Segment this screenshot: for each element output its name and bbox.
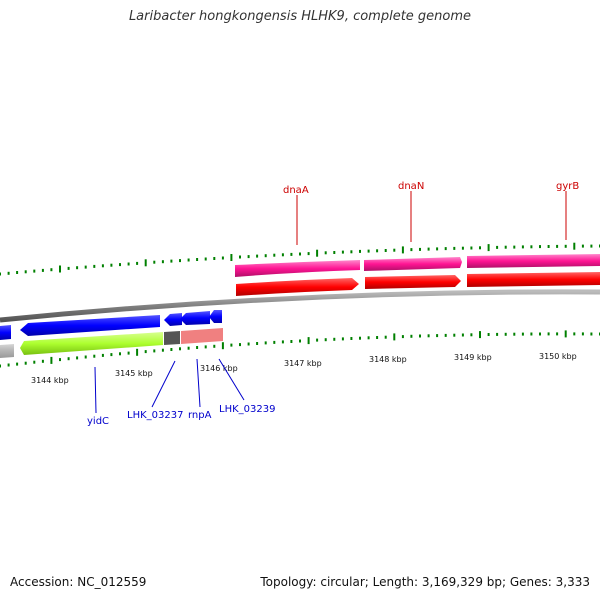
label-dnaN[interactable]: dnaN xyxy=(398,181,424,192)
kbp-label-3146: 3146 kbp xyxy=(200,364,238,373)
genome-backbone xyxy=(0,289,600,323)
reverse-cds-2 xyxy=(164,331,180,345)
reverse-gene-5 xyxy=(209,310,222,323)
kbp-label-3148: 3148 kbp xyxy=(369,355,407,364)
accession-text: Accession: NC_012559 xyxy=(10,575,147,589)
label-dnaA[interactable]: dnaA xyxy=(283,185,309,196)
kbp-label-3149: 3149 kbp xyxy=(454,353,492,362)
reverse-gene-track xyxy=(0,310,222,340)
kbp-label-3150: 3150 kbp xyxy=(539,352,577,361)
forward-cds-3 xyxy=(467,254,600,268)
reverse-feature-labels: yidC LHK_03237 rnpA LHK_03239 xyxy=(87,358,275,427)
forward-cds-track xyxy=(235,254,600,277)
forward-gene-2 xyxy=(365,275,461,289)
forward-cds-2 xyxy=(364,257,462,271)
label-LHK_03237[interactable]: LHK_03237 xyxy=(127,410,183,421)
outer-ticks xyxy=(0,242,600,276)
forward-gene-3 xyxy=(467,272,600,287)
genome-summary-text: Topology: circular; Length: 3,169,329 bp… xyxy=(260,575,590,589)
reverse-gene-3 xyxy=(164,313,182,326)
kbp-label-3147: 3147 kbp xyxy=(284,359,322,368)
forward-gene-track xyxy=(236,272,600,296)
label-yidC[interactable]: yidC xyxy=(87,416,109,427)
reverse-gene-4 xyxy=(180,311,210,325)
reverse-cds-track xyxy=(0,328,223,358)
inner-ticks xyxy=(0,330,600,368)
reverse-gene-2 xyxy=(20,315,160,336)
map-title: Laribacter hongkongensis HLHK9, complete… xyxy=(128,9,472,24)
kbp-label-3144: 3144 kbp xyxy=(31,376,69,385)
reverse-cds-1 xyxy=(20,332,163,355)
forward-cds-1 xyxy=(235,260,360,277)
label-LHK_03239[interactable]: LHK_03239 xyxy=(219,404,275,415)
kbp-label-3145: 3145 kbp xyxy=(115,369,153,378)
label-rnpA[interactable]: rnpA xyxy=(188,410,212,421)
forward-gene-1 xyxy=(236,278,359,296)
reverse-gene-1 xyxy=(0,325,11,340)
kbp-labels: 3144 kbp 3145 kbp 3146 kbp 3147 kbp 3148… xyxy=(31,352,577,385)
reverse-cds-gray xyxy=(0,344,14,358)
reverse-cds-3 xyxy=(181,328,223,344)
label-gyrB[interactable]: gyrB xyxy=(556,181,579,192)
forward-feature-labels: dnaA dnaN gyrB xyxy=(283,181,579,245)
